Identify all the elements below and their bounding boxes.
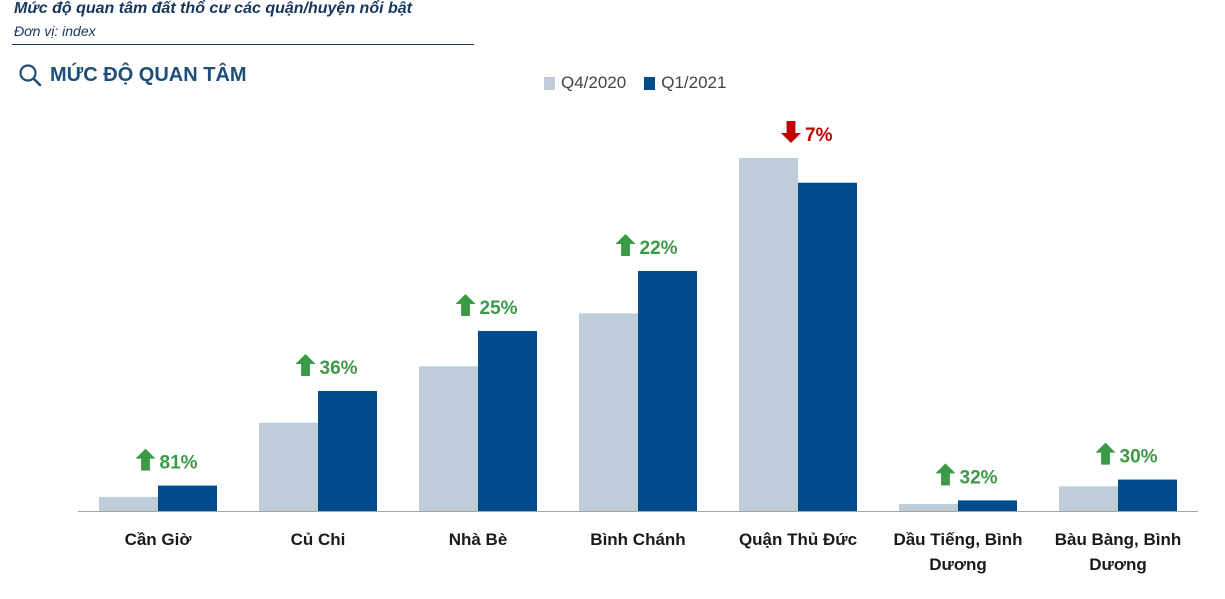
bar-q4-2020-1 [259,422,318,511]
bar-q4-2020-2 [419,366,478,511]
bar-q1-2021-4 [798,182,857,511]
change-label: 36% [320,358,358,379]
change-label: 22% [640,238,678,259]
x-tick-label: Bàu Bàng, Bình [1055,530,1182,549]
legend-swatch-q4-2020 [544,76,555,90]
x-tick-label: Cần Giờ [125,530,193,549]
bar-q1-2021-2 [478,330,537,511]
x-tick-label: Nhà Bè [449,530,508,549]
arrow-up-icon [295,353,316,376]
bar-q4-2020-5 [899,503,958,511]
arrow-up-icon [455,293,476,316]
x-tick-label: Dương [929,555,986,574]
arrow-up-icon [135,448,156,471]
change-label: 7% [805,125,833,146]
legend-label-q4-2020: Q4/2020 [561,73,627,92]
section-header: MỨC ĐỘ QUAN TÂM [18,60,247,90]
arrow-down-icon [781,121,801,143]
x-tick-label: Dầu Tiếng, Bình [893,530,1022,549]
chart-title: Mức độ quan tâm đất thổ cư các quận/huyệ… [14,0,412,17]
change-label: 30% [1120,447,1158,468]
bar-q1-2021-3 [638,270,697,511]
x-tick-label: Dương [1089,555,1146,574]
bar-q1-2021-1 [318,390,377,511]
section-title: MỨC ĐỘ QUAN TÂM [50,63,247,86]
legend-label-q1-2021: Q1/2021 [661,73,727,92]
change-label: 25% [480,298,518,319]
bar-q1-2021-0 [158,485,217,511]
arrow-up-icon [935,463,956,486]
legend-swatch-q1-2021 [644,76,656,90]
legend-item-q1-2021: Q1/2021 [644,73,726,93]
bar-q1-2021-5 [958,500,1017,511]
chart-legend: Q4/2020 Q1/2021 [544,72,744,94]
bar-q1-2021-6 [1118,479,1177,511]
bar-q4-2020-6 [1059,486,1118,511]
arrow-up-icon [615,233,636,256]
title-divider [12,44,474,45]
arrow-up-icon [1095,442,1116,465]
bar-q4-2020-0 [99,496,158,511]
x-tick-label: Bình Chánh [590,530,685,549]
chart-subtitle: Đơn vị: index [14,23,96,39]
x-tick-label: Quận Thủ Đức [739,530,857,549]
bar-q4-2020-4 [739,158,798,511]
change-label: 32% [960,467,998,488]
change-label: 81% [160,453,198,474]
search-icon [19,64,42,87]
legend-item-q4-2020: Q4/2020 [544,73,626,93]
bar-q4-2020-3 [579,313,638,511]
x-tick-label: Củ Chi [291,530,346,549]
